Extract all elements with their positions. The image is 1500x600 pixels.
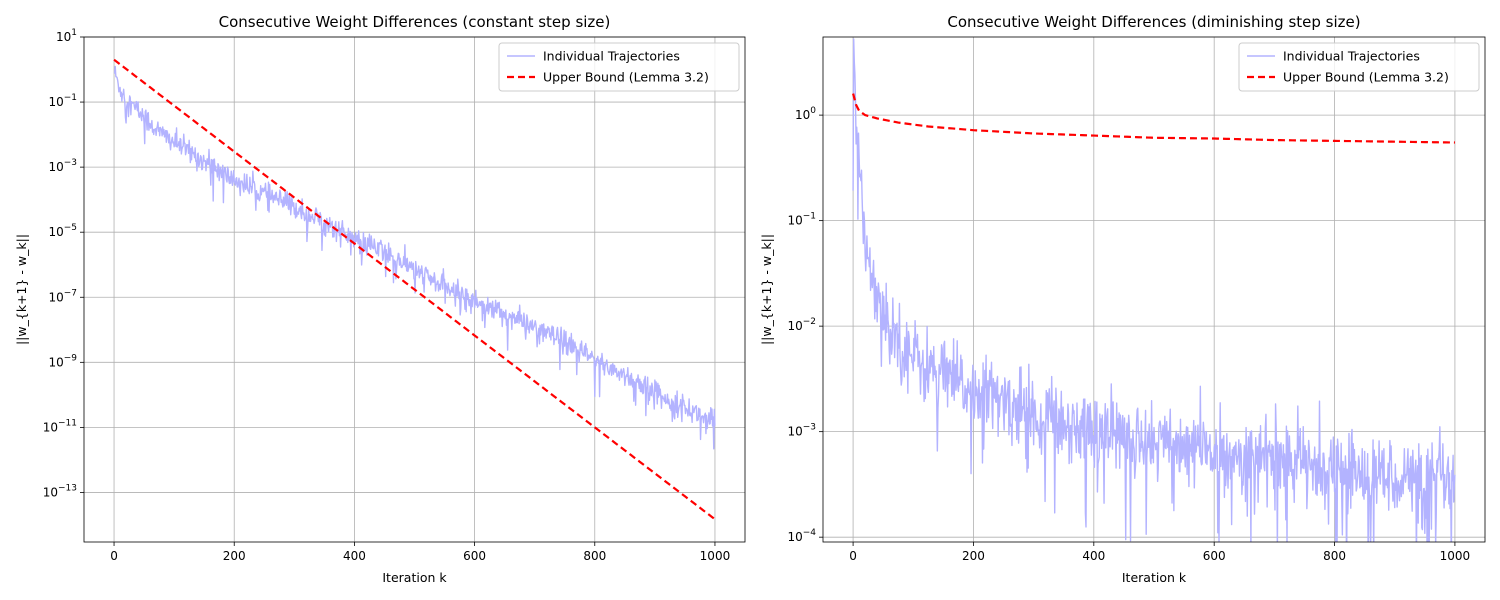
x-tick-label: 200 — [223, 549, 246, 563]
y-tick-label: 10−1 — [48, 93, 77, 109]
y-tick-label: 10−13 — [43, 483, 77, 499]
y-tick-label: 10−4 — [787, 528, 816, 544]
y-tick-label: 10−7 — [48, 288, 77, 304]
y-tick-label: 10−11 — [43, 418, 77, 434]
x-tick-label: 600 — [463, 549, 486, 563]
upper-bound-line — [852, 93, 1455, 144]
x-tick-label: 800 — [1323, 549, 1346, 563]
legend: Individual Trajectories Upper Bound (Lemm… — [498, 42, 740, 92]
y-tick-label: 10−1 — [787, 212, 816, 228]
upper-bound-line — [113, 58, 716, 521]
legend-box — [1238, 42, 1480, 92]
y-axis-label: ||w_{k+1} - w_k|| — [14, 234, 29, 345]
x-axis-label: Iteration k — [1122, 570, 1187, 585]
legend-label: Individual Trajectories — [543, 49, 680, 64]
axes-frame — [83, 36, 746, 543]
x-tick-label: 200 — [962, 549, 985, 563]
x-tick-label: 0 — [110, 549, 118, 563]
chart-title: Consecutive Weight Differences (constant… — [219, 13, 611, 31]
grid-lines — [823, 37, 1485, 542]
legend-label: Individual Trajectories — [1283, 49, 1420, 64]
chart-panel-1: 0 200 400 600 800 1000 101 10−1 10−3 10−5 10−7 10−9… — [14, 13, 746, 585]
legend-box — [498, 42, 740, 92]
legend-label: Upper Bound (Lemma 3.2) — [543, 70, 709, 85]
axes-frame — [822, 36, 1486, 543]
legend-label: Upper Bound (Lemma 3.2) — [1283, 70, 1449, 85]
trajectory-line — [113, 65, 716, 450]
x-tick-label: 400 — [1082, 549, 1105, 563]
trajectory-line — [852, 38, 1456, 542]
plot-area — [113, 58, 716, 521]
x-tick-label: 400 — [343, 549, 366, 563]
grid-lines — [84, 36, 745, 542]
y-tick-label: 10−3 — [48, 158, 77, 174]
y-tick-label: 10−9 — [48, 353, 77, 369]
chart-panel-2: 0 200 400 600 800 1000 100 10−1 10−2 10−3 10−4 Cons… — [759, 13, 1486, 585]
chart-title: Consecutive Weight Differences (diminish… — [947, 13, 1360, 31]
x-tick-label: 0 — [849, 549, 857, 563]
x-axis-label: Iteration k — [382, 570, 447, 585]
x-tick-label: 800 — [583, 549, 606, 563]
y-tick-label: 101 — [56, 28, 77, 44]
y-tick-label: 10−5 — [48, 223, 77, 239]
y-tick-label: 10−2 — [787, 317, 816, 333]
plot-area — [852, 38, 1456, 542]
x-tick-label: 1000 — [1440, 549, 1471, 563]
y-axis-label: ||w_{k+1} - w_k|| — [759, 234, 774, 345]
x-tick-label: 1000 — [700, 549, 731, 563]
x-tick-label: 600 — [1203, 549, 1226, 563]
y-tick-label: 100 — [795, 106, 816, 122]
y-tick-label: 10−3 — [787, 423, 816, 439]
legend: Individual Trajectories Upper Bound (Lemm… — [1238, 42, 1480, 92]
